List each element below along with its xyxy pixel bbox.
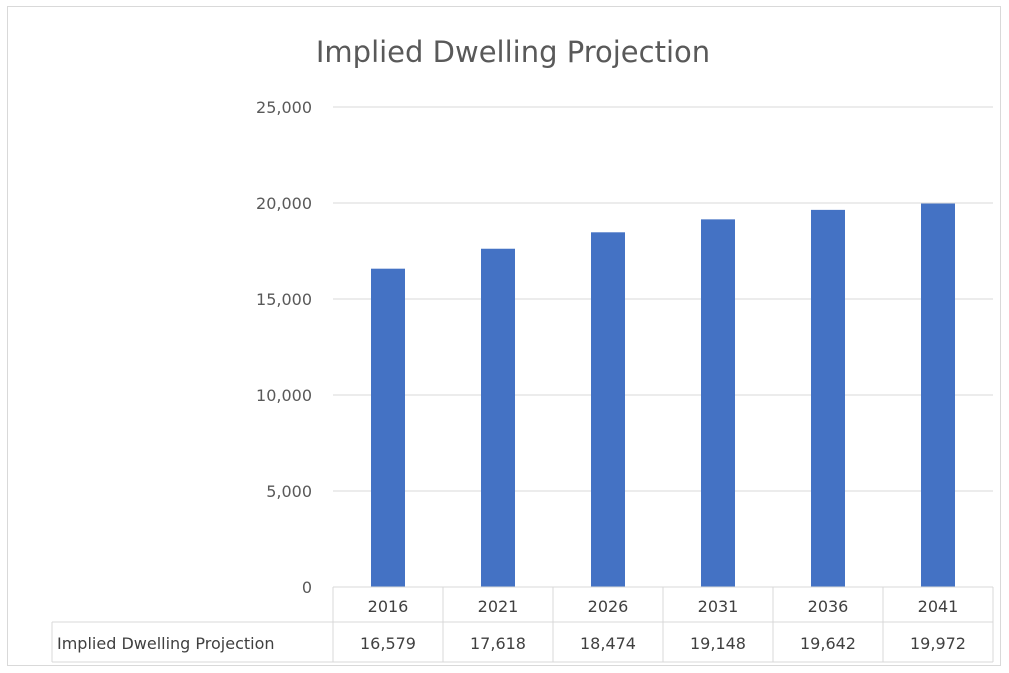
data-table: 2016 2021 2026 2031 2036 2041 Implied Dwelling… (51, 586, 994, 663)
x-tick-label: 2026 (588, 597, 629, 616)
chart-title: Implied Dwelling Projection (316, 35, 710, 69)
bar-2041 (921, 203, 955, 587)
bar-2016 (371, 268, 405, 587)
bar-2026 (591, 232, 625, 587)
y-tick-label: 20,000 (256, 194, 312, 213)
y-axis-ticks: 0 5,000 10,000 15,000 20,000 25,000 (256, 98, 312, 597)
x-tick-label: 2021 (478, 597, 519, 616)
x-tick-label: 2036 (808, 597, 849, 616)
y-tick-label: 5,000 (266, 482, 312, 501)
y-tick-label: 10,000 (256, 386, 312, 405)
x-tick-label: 2041 (918, 597, 959, 616)
chart-frame (7, 6, 1001, 666)
x-tick-label: 2031 (698, 597, 739, 616)
bar-2036 (811, 209, 845, 587)
data-label: 19,642 (800, 634, 856, 653)
y-tick-label: 15,000 (256, 290, 312, 309)
data-label: 19,972 (910, 634, 966, 653)
gridlines (333, 106, 993, 492)
y-tick-label: 25,000 (256, 98, 312, 117)
bar-2031 (701, 219, 735, 587)
data-label: 17,618 (470, 634, 526, 653)
y-tick-label: 0 (302, 578, 312, 597)
data-label: 16,579 (360, 634, 416, 653)
data-label: 18,474 (580, 634, 636, 653)
series-label: Implied Dwelling Projection (57, 634, 275, 653)
bars (371, 203, 955, 587)
bar-2021 (481, 248, 515, 587)
x-tick-label: 2016 (368, 597, 409, 616)
data-label: 19,148 (690, 634, 746, 653)
